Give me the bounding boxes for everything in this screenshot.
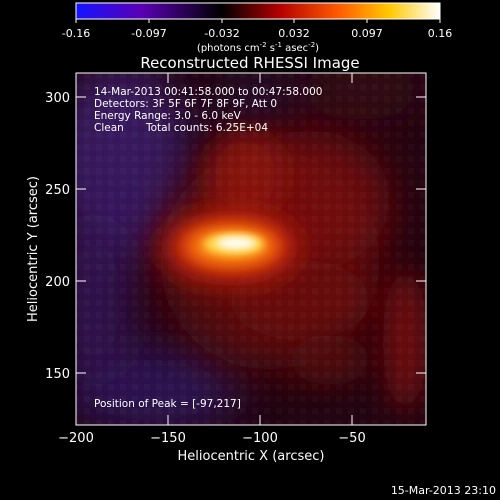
colorbar-units: (photons cm-2 s-1 asec-2) [197, 41, 319, 54]
x-tick-label: −200 [58, 431, 94, 446]
timestamp: 15-Mar-2013 23:10 [391, 484, 496, 497]
colorbar-tick-label: 0.16 [428, 27, 453, 40]
plot-title: Reconstructed RHESSI Image [140, 54, 359, 72]
y-tick-label: 250 [45, 183, 70, 198]
detectors: Detectors: 3F 5F 6F 7F 8F 9F, Att 0 [94, 98, 277, 110]
colorbar-tick-label: -0.097 [131, 27, 166, 40]
colorbar-ticks [75, 19, 441, 23]
y-tick-label: 150 [45, 367, 70, 382]
plot-frame [75, 72, 427, 426]
observation-info: 14-Mar-2013 00:41:58.000 to 00:47:58.000… [94, 86, 322, 134]
peak-position: Position of Peak = [-97,217] [94, 398, 241, 410]
x-axis-label: Heliocentric X (arcsec) [178, 449, 325, 464]
x-tick-label: −50 [338, 431, 365, 446]
colorbar-tick-label: -0.032 [204, 27, 239, 40]
colorbar: -0.16 -0.097 -0.032 0.032 0.097 0.16 (ph… [62, 2, 453, 54]
y-tick-label: 300 [45, 91, 70, 106]
method: Clean [94, 122, 124, 134]
x-tick-label: −150 [150, 431, 186, 446]
colorbar-gradient [75, 2, 441, 20]
y-axis-label: Heliocentric Y (arcsec) [26, 176, 41, 322]
time-range: 14-Mar-2013 00:41:58.000 to 00:47:58.000 [94, 86, 322, 98]
axis-ticks [75, 73, 426, 425]
y-tick-label: 200 [45, 275, 70, 290]
energy-range: Energy Range: 3.0 - 6.0 keV [94, 110, 242, 122]
total-counts: Total counts: 6.25E+04 [145, 122, 268, 134]
image-panel [76, 73, 426, 425]
x-tick-label: −100 [242, 431, 278, 446]
colorbar-tick-label: 0.032 [278, 27, 310, 40]
colorbar-tick-label: -0.16 [62, 27, 90, 40]
colorbar-tick-label: 0.097 [351, 27, 383, 40]
